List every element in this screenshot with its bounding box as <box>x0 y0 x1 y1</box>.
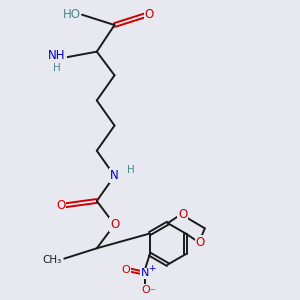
Text: H: H <box>127 165 135 175</box>
Text: O: O <box>121 265 130 275</box>
Text: O: O <box>145 8 154 21</box>
Text: N: N <box>110 169 119 182</box>
Text: O: O <box>178 208 187 221</box>
Text: O: O <box>110 218 119 231</box>
Text: O: O <box>141 285 150 295</box>
Text: +: + <box>148 264 156 273</box>
Text: HO: HO <box>62 8 80 21</box>
Text: H: H <box>53 63 61 73</box>
Text: NH: NH <box>48 49 66 62</box>
Text: O: O <box>196 236 205 249</box>
Text: CH₃: CH₃ <box>42 255 61 265</box>
Text: ⁻: ⁻ <box>149 288 155 298</box>
Text: N: N <box>141 268 150 278</box>
Text: O: O <box>56 199 65 212</box>
